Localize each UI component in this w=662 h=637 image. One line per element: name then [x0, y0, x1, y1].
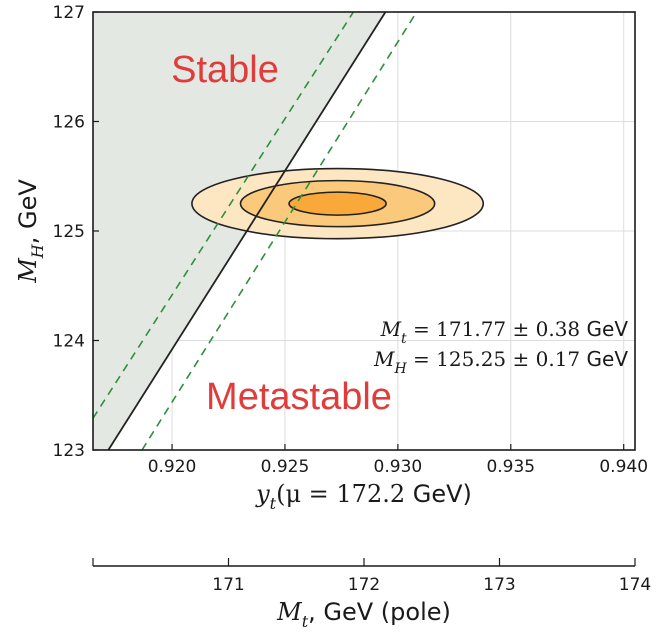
mt-tick-label-3: 174 — [619, 575, 651, 595]
x-axis-label: yt(μ = 172.2 GeV) — [255, 480, 472, 513]
confidence-ellipses — [191, 167, 485, 240]
secondary-x-axis-label: Mt, GeV (pole) — [276, 598, 451, 631]
boundary-uncertainty-band — [93, 12, 418, 450]
metastable-label: Metastable — [206, 376, 392, 418]
y-tick-label-4: 127 — [53, 3, 85, 23]
stable-region — [93, 12, 386, 450]
y-tick-label-3: 126 — [53, 113, 85, 133]
x-tick-label-4: 0.940 — [599, 457, 648, 477]
y-axis-ticks: 123 124 125 126 127 — [53, 3, 99, 461]
stability-boundary-line — [107, 12, 387, 450]
top-mass-annotation: Mt = 171.77 ± 0.38 GeV — [380, 317, 629, 347]
mt-tick-label-2: 173 — [483, 575, 515, 595]
higgs-mass-annotation: MH = 125.25 ± 0.17 GeV — [373, 347, 628, 377]
x-tick-label-3: 0.935 — [486, 457, 535, 477]
x-tick-label-0: 0.920 — [148, 457, 197, 477]
mt-tick-label-0: 171 — [212, 575, 244, 595]
x-axis-ticks: 0.920 0.925 0.930 0.935 0.940 — [148, 444, 648, 477]
stable-label: Stable — [171, 49, 279, 91]
y-axis-label: MH, GeV — [14, 179, 47, 284]
band-line-1 — [141, 12, 418, 450]
mt-tick-label-1: 172 — [348, 575, 380, 595]
y-tick-label-1: 124 — [53, 332, 85, 352]
secondary-x-axis: 171 172 173 174 — [92, 558, 651, 595]
x-tick-label-2: 0.930 — [374, 457, 423, 477]
ellipse-1σ — [288, 191, 387, 216]
band-line-0 — [93, 12, 355, 419]
x-tick-label-1: 0.925 — [261, 457, 310, 477]
y-tick-label-2: 125 — [53, 222, 85, 242]
y-tick-label-0: 123 — [53, 441, 85, 461]
